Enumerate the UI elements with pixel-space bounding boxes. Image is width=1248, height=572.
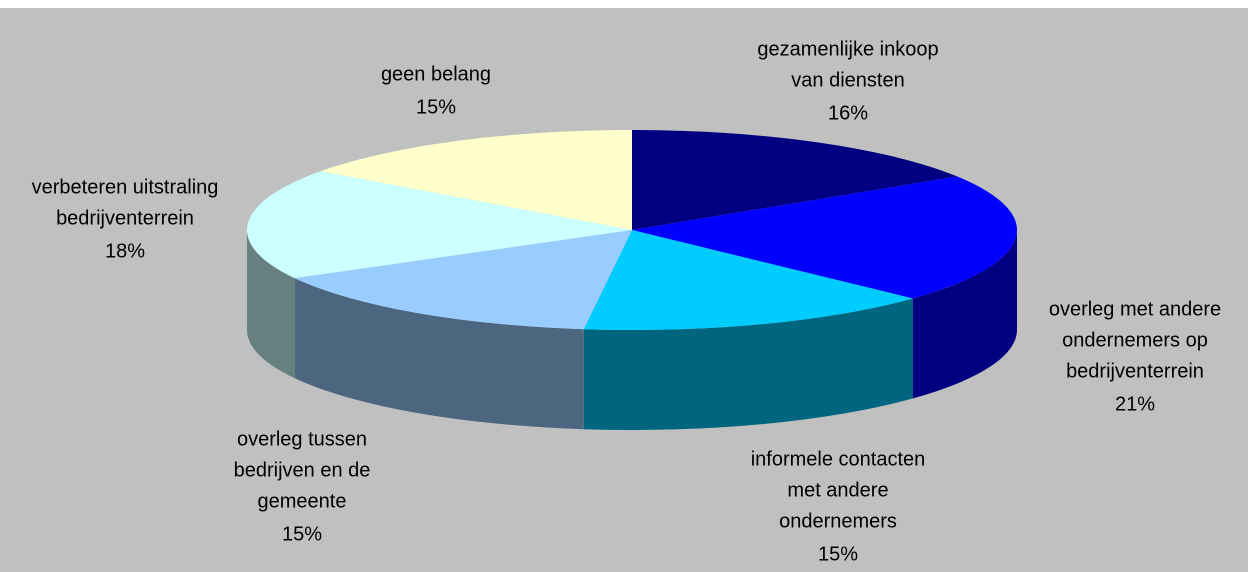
value-label: 21% <box>1115 393 1155 415</box>
pie-slice <box>632 130 958 230</box>
pie-side <box>247 230 295 379</box>
slice-label: overleg tussen <box>237 428 367 450</box>
slice-label: geen belang <box>381 63 491 85</box>
pie-slice <box>632 176 1018 299</box>
slice-label: bedrijventerrein <box>1066 360 1204 382</box>
slice-label: bedrijventerrein <box>56 207 194 229</box>
slice-label: met andere <box>787 479 888 501</box>
slice-label: informele contacten <box>751 448 926 470</box>
slice-label: verbeteren uitstraling <box>32 176 219 198</box>
pie-side <box>583 298 913 430</box>
value-label: 15% <box>416 96 456 118</box>
slice-label: gemeente <box>258 490 347 512</box>
value-label: 15% <box>282 523 322 545</box>
pie-slice <box>320 130 632 230</box>
slice-label: overleg met andere <box>1049 298 1221 320</box>
pie-side <box>912 230 1017 399</box>
pie-slice <box>583 230 913 330</box>
pie-slice <box>294 230 632 330</box>
pie-side <box>294 278 584 430</box>
slice-label: van diensten <box>791 69 904 91</box>
slice-label: bedrijven en de <box>234 459 371 481</box>
slice-label: gezamenlijke inkoop <box>757 38 938 60</box>
value-label: 16% <box>828 102 868 124</box>
slice-label: ondernemers op <box>1062 329 1208 351</box>
value-label: 18% <box>105 240 145 262</box>
pie-slice <box>246 171 632 279</box>
slice-label: ondernemers <box>779 510 897 532</box>
value-label: 15% <box>818 543 858 565</box>
